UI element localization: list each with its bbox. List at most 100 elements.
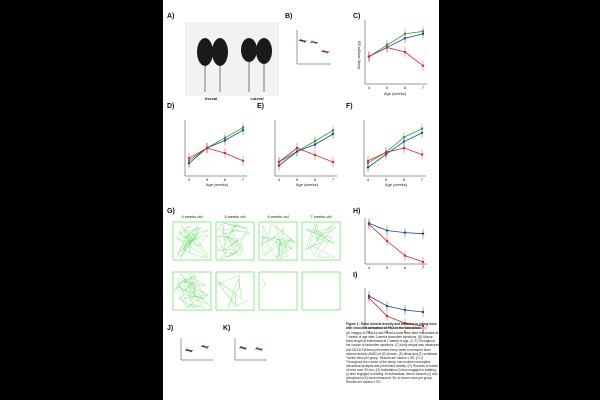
- I-series-line-1: [368, 297, 424, 327]
- panel-g-label: G): [167, 208, 175, 215]
- F-point-1-2: [402, 140, 406, 143]
- track-field-1-2: [258, 271, 298, 311]
- B-dot-0-0: [299, 39, 302, 42]
- chart-e: 4 5 6 7: [274, 120, 337, 182]
- chart-i: 4 5 6 7: [364, 288, 427, 334]
- H-point-1-1: [385, 239, 389, 243]
- track-path-1-0: [173, 272, 210, 309]
- track-path-0-3: [304, 223, 336, 258]
- C-point-2-0: [367, 55, 371, 58]
- I-x-tick-1: 5: [386, 329, 389, 334]
- chart-e-xlabel: Age (weeks): [296, 182, 319, 187]
- I-x-tick-2: 6: [404, 329, 407, 334]
- E-series-line-1: [278, 133, 334, 166]
- figure-caption: Figure 1 : Bone mineral density and beha…: [346, 322, 439, 384]
- figure-page: A) Dorsal Lateral B) C) 4 5 6 7 Age (weeks)…: [163, 0, 439, 400]
- B-dot-2-0: [322, 49, 325, 52]
- D-series-line-2: [188, 147, 244, 162]
- E-point-2-2: [313, 153, 317, 157]
- track-field-1-0: [172, 271, 212, 311]
- chart-d: 4 5 6 7: [184, 120, 247, 182]
- H-x-tick-2: 6: [404, 265, 407, 270]
- H-x-tick-0: 4: [368, 265, 371, 270]
- mouse-dorsal-1: [197, 38, 213, 66]
- I-point-1-3: [421, 324, 425, 328]
- H-x-tick-1: 5: [386, 265, 389, 270]
- mouse-tails: [204, 62, 265, 92]
- mouse-lateral-1: [241, 38, 257, 62]
- C-x-tick-1: 5: [386, 85, 389, 90]
- caption-title: Figure 1 : Bone mineral density and beha…: [346, 322, 437, 331]
- track-path-0-2: [260, 223, 296, 260]
- chart-c-ylabel: Body weight (g): [356, 40, 361, 68]
- panel-i-label: I): [353, 272, 357, 279]
- E-point-1-3: [331, 132, 335, 136]
- D-x-tick-3: 7: [242, 177, 245, 182]
- E-point-2-0: [277, 160, 281, 164]
- chart-c-xlabel: Age (weeks): [384, 91, 407, 96]
- panel-d-label: D): [167, 103, 174, 110]
- I-point-1-1: [385, 314, 389, 318]
- track-path-0-0: [175, 224, 209, 259]
- panel-k-label: K): [223, 325, 230, 332]
- chart-b: [296, 30, 331, 65]
- F-x-tick-2: 6: [403, 177, 406, 182]
- chart-h: 4 5 6 7: [364, 218, 427, 270]
- J-dot-0-2: [190, 350, 192, 353]
- F-point-2-0: [366, 159, 370, 163]
- C-point-1-3: [421, 32, 425, 35]
- E-point-1-2: [313, 143, 317, 146]
- E-point-2-3: [331, 160, 335, 164]
- panel-c-label: C): [353, 13, 360, 20]
- figure-canvas: A) Dorsal Lateral B) C) 4 5 6 7 Age (weeks)…: [167, 13, 427, 361]
- track-col-title-1: 5 weeks old: [224, 214, 245, 219]
- D-series-line-0: [188, 127, 244, 162]
- H-point-0-1: [385, 229, 389, 232]
- C-x-tick-0: 4: [368, 85, 371, 90]
- track-grid: 4 weeks old 5 weeks old 6 weeks old 7 weeks…: [172, 214, 341, 311]
- chart-c: 4 5 6 7: [364, 20, 427, 90]
- track-path-1-1: [217, 275, 248, 308]
- caption-lateral: Lateral: [250, 96, 263, 101]
- track-col-title-3: 7 weeks old: [310, 214, 331, 219]
- I-point-0-1: [385, 304, 389, 308]
- D-point-1-3: [241, 128, 245, 132]
- F-point-1-0: [366, 166, 370, 169]
- F-series-line-2: [367, 147, 423, 162]
- track-col-title-2: 6 weeks old: [267, 214, 288, 219]
- H-series-line-1: [368, 223, 424, 263]
- panel-j-label: J): [167, 325, 173, 332]
- track-field-0-1: [215, 221, 255, 261]
- C-x-tick-3: 7: [422, 85, 425, 90]
- H-series-line-0: [368, 222, 424, 235]
- B-dot-1-2: [315, 42, 317, 45]
- C-x-tick-2: 6: [404, 85, 407, 90]
- chart-f-xlabel: Age (weeks): [385, 182, 408, 187]
- H-point-1-3: [421, 260, 425, 264]
- C-series-line-1: [368, 33, 424, 57]
- H-point-1-2: [403, 254, 407, 257]
- panel-e-label: E): [257, 103, 264, 110]
- E-series-line-0: [278, 130, 334, 163]
- J-dot-0-0: [186, 348, 188, 351]
- B-dot-1-0: [311, 40, 313, 43]
- H-point-1-0: [367, 223, 371, 226]
- I-x-tick-3: 7: [422, 329, 425, 334]
- D-point-1-2: [223, 139, 227, 142]
- D-point-2-1: [205, 146, 209, 150]
- F-point-2-3: [420, 153, 424, 156]
- J-dot-1-0: [202, 345, 204, 347]
- D-point-2-2: [223, 151, 227, 155]
- I-point-1-2: [403, 322, 407, 325]
- I-point-0-3: [421, 310, 425, 314]
- F-point-2-1: [384, 151, 388, 154]
- K-dot-0-0: [240, 346, 242, 349]
- panel-b-label: B): [285, 13, 292, 20]
- track-path-0-1: [216, 222, 250, 260]
- D-x-tick-1: 5: [206, 177, 209, 182]
- K-dot-1-2: [260, 348, 262, 351]
- F-x-tick-0: 4: [367, 177, 370, 182]
- mouse-lateral-2: [256, 38, 272, 64]
- track-path-1-2: [262, 278, 266, 288]
- K-dot-1-0: [256, 347, 258, 350]
